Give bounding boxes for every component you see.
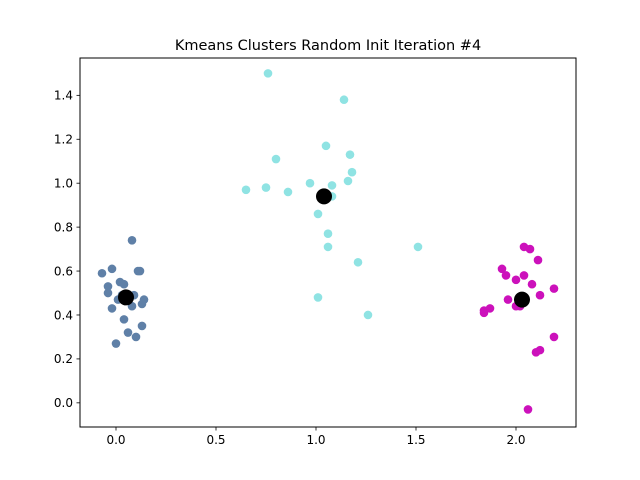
data-point-cluster-1 (103, 282, 113, 291)
y-tick-label: 1.2 (54, 133, 73, 147)
y-tick-label: 1.0 (54, 176, 73, 190)
data-point-cluster-3 (497, 264, 507, 274)
data-point-cluster-1 (119, 279, 129, 289)
plot-frame (79, 57, 577, 428)
data-point-cluster-3 (527, 279, 537, 289)
data-point-cluster-2 (241, 185, 251, 195)
y-tick-label: 0.8 (54, 220, 73, 234)
data-point-cluster-2 (263, 69, 273, 78)
centroid-point (316, 188, 332, 205)
data-point-cluster-1 (119, 315, 129, 324)
data-point-cluster-1 (111, 339, 121, 348)
data-point-cluster-3 (533, 255, 543, 265)
data-point-cluster-2 (271, 154, 281, 164)
data-point-cluster-1 (127, 236, 137, 245)
data-point-cluster-3 (479, 308, 489, 318)
data-point-cluster-1 (103, 288, 113, 298)
data-point-cluster-2 (343, 176, 353, 186)
data-point-cluster-2 (327, 181, 337, 190)
data-point-cluster-2 (323, 242, 333, 252)
data-point-cluster-1 (137, 321, 147, 331)
data-point-cluster-3 (525, 244, 535, 254)
data-point-cluster-1 (135, 266, 145, 276)
data-point-cluster-3 (535, 290, 545, 300)
y-tick-label: 0.2 (54, 352, 73, 366)
data-point-cluster-2 (339, 95, 349, 105)
data-point-cluster-2 (313, 293, 323, 302)
data-point-cluster-2 (345, 150, 355, 159)
points-layer (97, 69, 559, 414)
x-axis: 0.0 0.5 1.0 1.5 2.0 (106, 427, 526, 447)
data-point-cluster-3 (503, 295, 513, 304)
chart-title: Kmeans Clusters Random Init Iteration #4 (175, 38, 481, 54)
data-point-cluster-2 (313, 209, 323, 219)
data-point-cluster-1 (107, 304, 117, 313)
x-tick-label: 0.5 (206, 433, 225, 447)
data-point-cluster-1 (97, 268, 107, 278)
data-point-cluster-2 (413, 242, 423, 252)
data-point-cluster-3 (501, 271, 511, 280)
y-axis: 0.0 0.2 0.4 0.6 0.8 1.0 1.2 1.4 (54, 89, 80, 410)
x-tick-label: 1.5 (406, 433, 425, 447)
data-point-cluster-2 (363, 310, 373, 320)
data-point-cluster-1 (131, 332, 141, 342)
data-point-cluster-3 (549, 284, 559, 293)
data-point-cluster-2 (321, 141, 331, 151)
x-tick-label: 0.0 (106, 433, 125, 447)
centroids-layer (118, 188, 530, 308)
data-point-cluster-2 (347, 167, 357, 177)
x-tick-label: 2.0 (506, 433, 525, 447)
x-tick-label: 1.0 (306, 433, 325, 447)
data-point-cluster-2 (305, 178, 315, 188)
data-point-cluster-2 (353, 257, 363, 267)
y-tick-label: 1.4 (54, 89, 73, 103)
data-point-cluster-2 (323, 229, 333, 239)
data-point-cluster-3 (549, 332, 559, 342)
data-point-cluster-2 (261, 183, 271, 192)
data-point-cluster-1 (123, 328, 133, 337)
data-point-cluster-3 (519, 271, 529, 280)
data-point-cluster-3 (511, 275, 521, 285)
data-point-cluster-2 (283, 187, 293, 197)
data-point-cluster-3 (531, 348, 541, 357)
centroid-point (514, 291, 530, 308)
y-tick-label: 0.0 (54, 396, 73, 410)
centroid-point (118, 289, 134, 306)
data-point-cluster-3 (523, 405, 533, 414)
y-tick-label: 0.4 (54, 308, 73, 322)
data-point-cluster-1 (107, 264, 117, 274)
data-point-cluster-1 (137, 299, 147, 309)
y-tick-label: 0.6 (54, 264, 73, 278)
